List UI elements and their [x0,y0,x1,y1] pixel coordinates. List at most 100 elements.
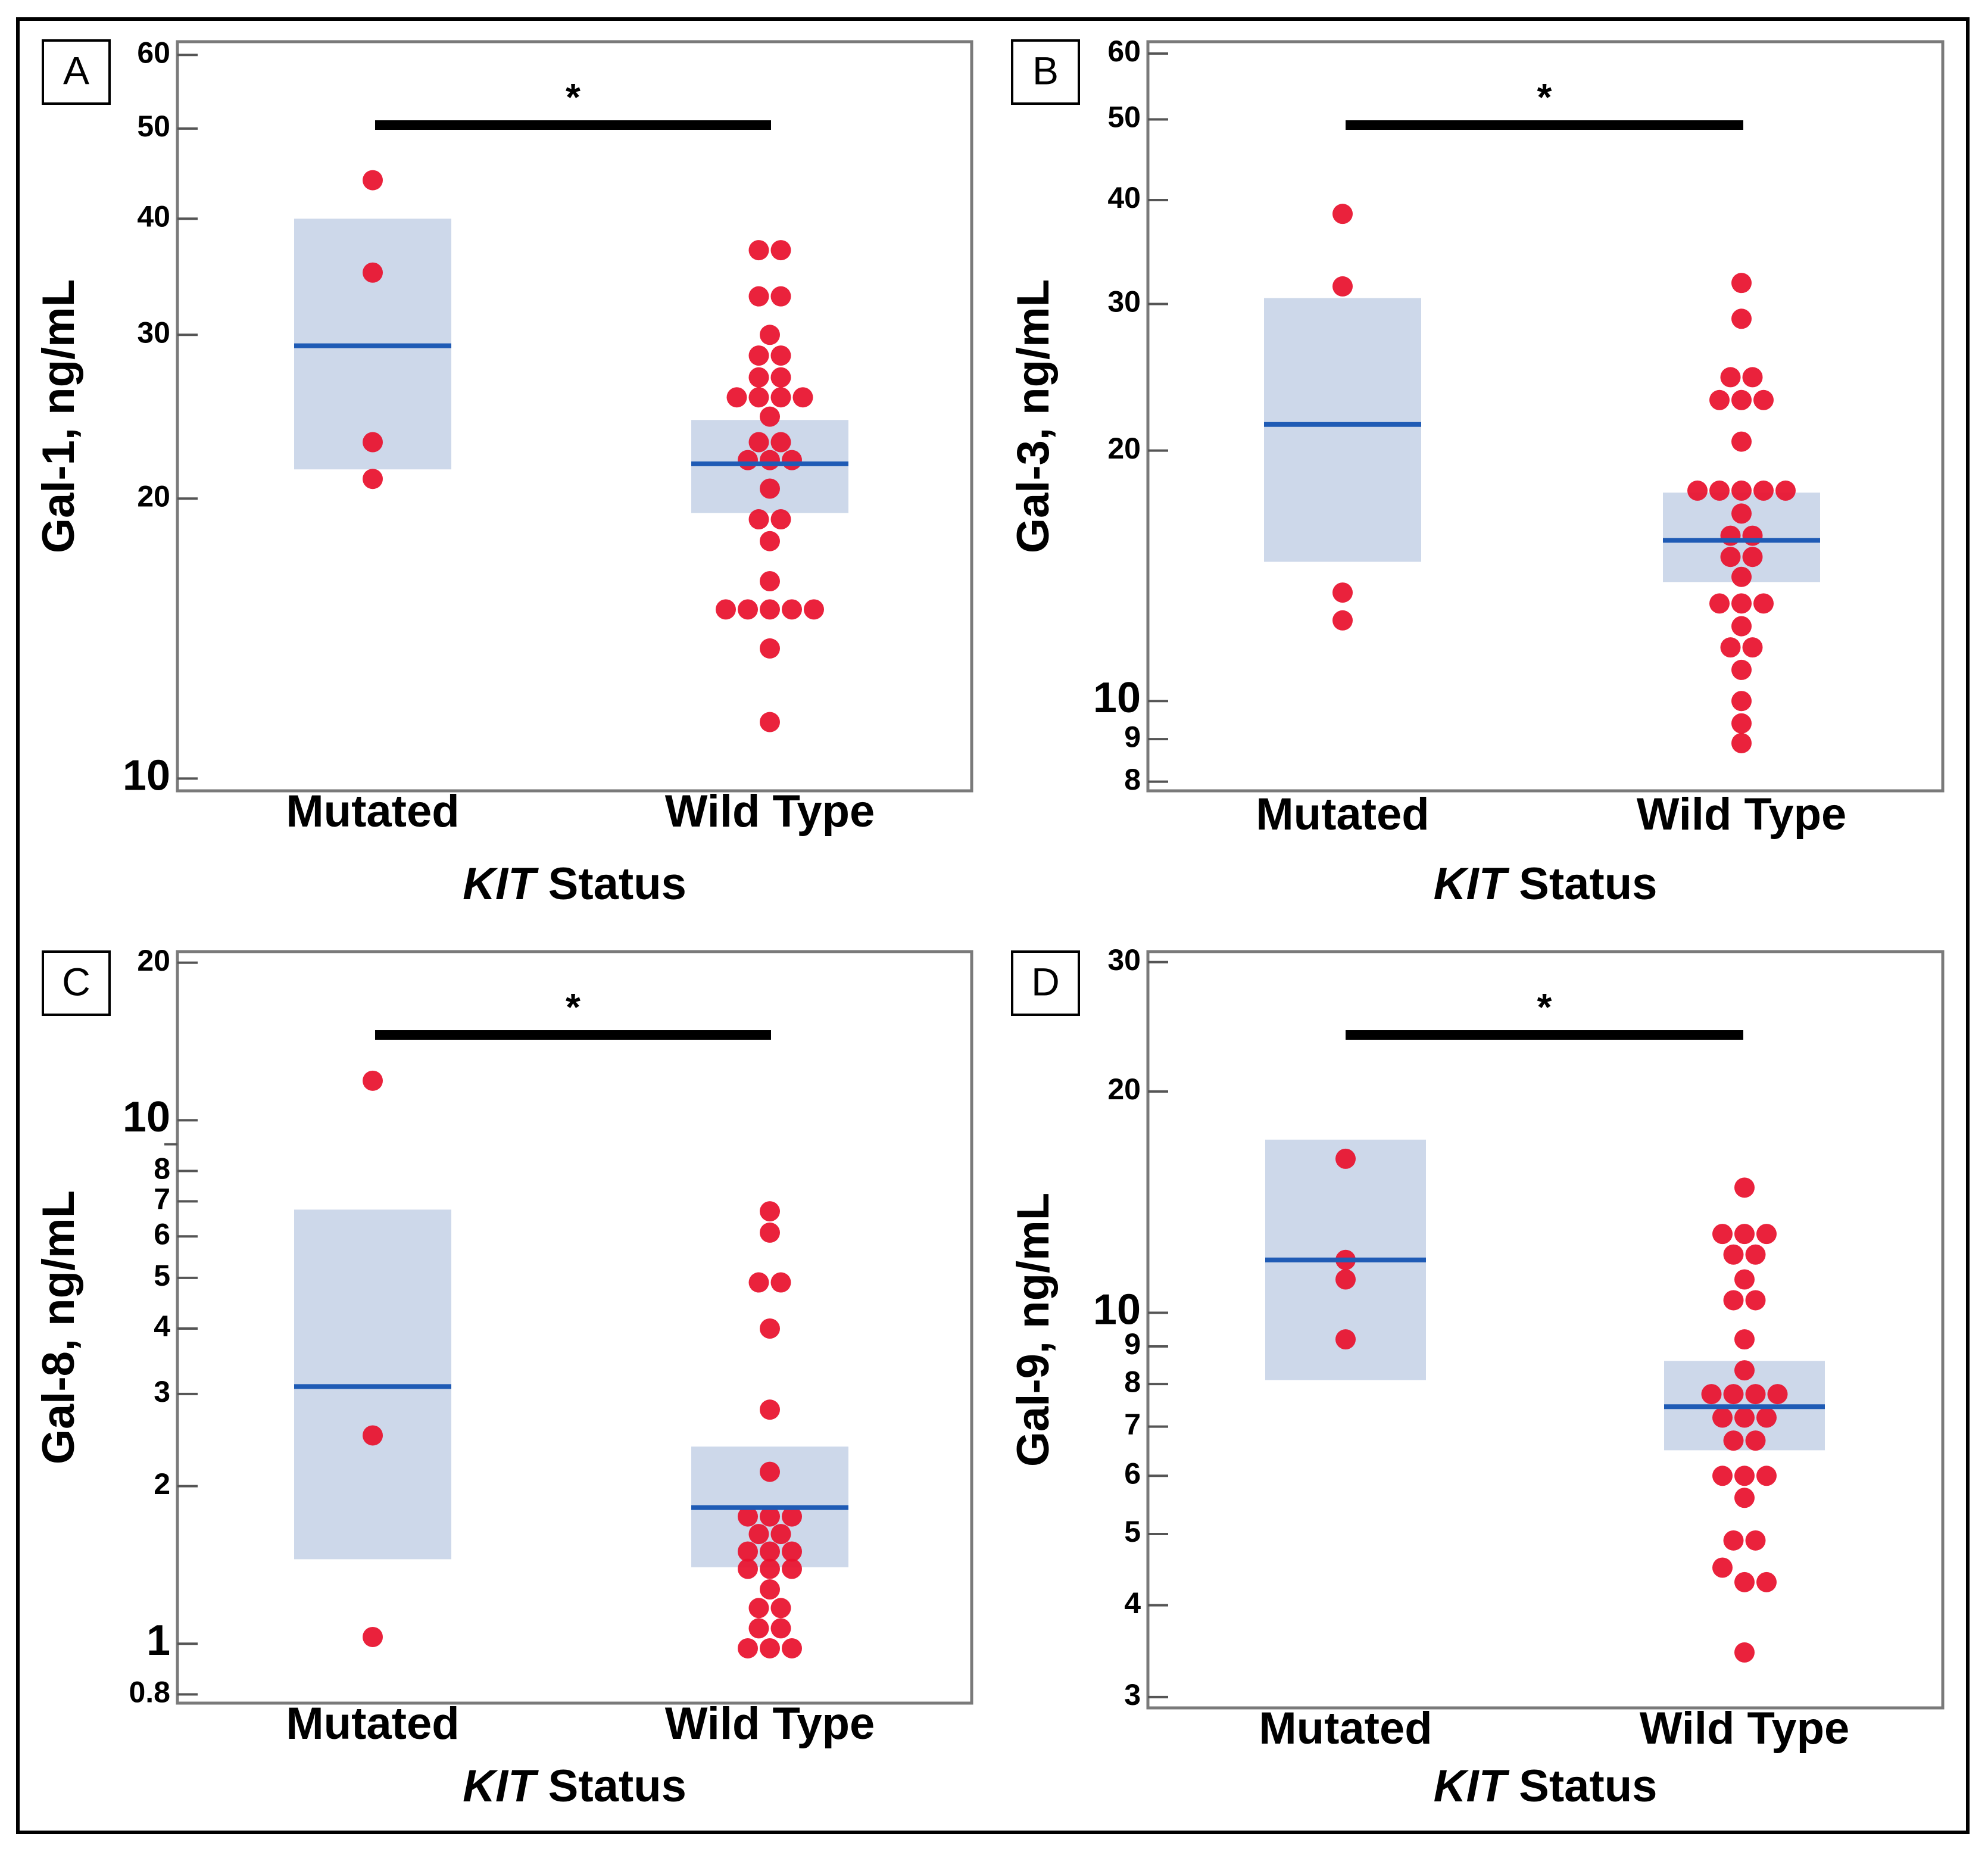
data-point-mutated [1332,276,1353,297]
chart-panel-c: 0.8 1 2 3 4 5 678 10 20 * C Mutated Wild Type KIT Sta… [33,944,973,1812]
data-point-wild-type [770,240,791,261]
significance-star: * [1537,76,1552,119]
chart-panel-a: 10 20 30 40 50 60 * A Mutated Wild Type KIT Status… [33,36,973,909]
data-point-mutated [363,262,383,283]
data-point-wild-type [782,1541,802,1562]
data-point-wild-type [770,1524,791,1545]
data-point-wild-type [792,387,813,408]
data-point-wild-type [1712,1224,1733,1245]
data-point-wild-type [1745,1384,1766,1405]
y-tick-label: 20 [1107,432,1141,465]
data-point-wild-type [738,1541,758,1562]
data-point-wild-type [1756,1466,1777,1486]
panel-letter: C [62,959,90,1003]
data-point-wild-type [760,478,780,499]
panel-letter: D [1031,959,1060,1003]
significance-star: * [566,986,581,1028]
x-category-label: Wild Type [1640,1703,1850,1754]
y-tick-label: 60 [1107,35,1141,68]
data-point-wild-type [760,325,780,345]
x-category-label: Mutated [1256,789,1429,840]
data-point-wild-type [760,450,780,470]
data-point-wild-type [1723,1530,1744,1551]
data-point-wild-type [1742,367,1763,388]
data-point-wild-type [738,1558,758,1579]
data-point-mutated [1335,1269,1356,1290]
data-point-wild-type [1731,480,1752,501]
data-point-mutated [1335,1148,1356,1169]
data-point-wild-type [1709,389,1730,410]
data-point-wild-type [1701,1384,1722,1405]
x-axis-label-rest: Status [1506,1761,1657,1812]
x-axis-label-rest: Status [536,1761,686,1812]
x-axis-label: KIT Status [1434,859,1658,909]
data-point-wild-type [1745,1530,1766,1551]
y-tick-label: 10 [1093,1286,1141,1333]
data-point-wild-type [1734,1269,1755,1290]
data-point-wild-type [770,432,791,453]
significance-star: * [1537,986,1552,1028]
y-tick-label: 4 [1124,1586,1141,1620]
y-tick-label: 50 [137,110,170,143]
y-tick-label: 60 [137,36,170,69]
data-point-wild-type [1734,1642,1755,1663]
data-point-wild-type [760,1399,780,1420]
y-tick-label: 8 [1124,1365,1141,1398]
data-point-wild-type [1731,616,1752,637]
chart-panel-b: 8 910 20 30 40 50 60 * B Mutated Wild Type KIT Stat… [1008,35,1945,909]
data-point-wild-type [770,1598,791,1619]
data-point-wild-type [760,1638,780,1658]
data-point-wild-type [748,240,769,261]
y-tick-label: 50 [1107,101,1141,134]
data-point-wild-type [760,531,780,551]
data-point-wild-type [1734,1329,1755,1350]
data-point-mutated [1332,582,1353,603]
y-tick-label: 9 [1124,1327,1141,1361]
data-point-wild-type [748,1272,769,1293]
panel-letter-box [1011,950,1080,1016]
data-point-wild-type [1731,713,1752,734]
data-point-wild-type [760,712,780,732]
data-point-wild-type [1753,593,1774,614]
data-point-wild-type [1712,1466,1733,1486]
data-point-mutated [363,432,383,453]
data-point-wild-type [748,387,769,408]
data-point-wild-type [738,1506,758,1527]
data-point-wild-type [1709,480,1730,501]
data-point-wild-type [1687,480,1708,501]
data-point-wild-type [760,1541,780,1562]
x-axis-label: KIT Status [1434,1761,1658,1812]
x-axis-label: KIT Status [463,859,686,909]
data-point-wild-type [748,367,769,388]
data-point-wild-type [760,571,780,592]
x-axis-label: KIT Status [463,1761,686,1812]
data-point-wild-type [1731,732,1752,753]
data-point-wild-type [1731,691,1752,712]
data-point-wild-type [770,387,791,408]
data-point-wild-type [1756,1224,1777,1245]
data-point-wild-type [1745,1430,1766,1451]
data-point-wild-type [770,367,791,388]
data-point-wild-type [760,1461,780,1482]
data-point-wild-type [1745,1290,1766,1311]
y-axis-label: Gal-1, ng/mL [33,279,84,553]
y-tick-label: 30 [1107,943,1141,977]
data-point-mutated [1332,610,1353,631]
data-point-wild-type [1734,1466,1755,1486]
data-point-wild-type [782,1506,802,1527]
data-point-wild-type [1712,1557,1733,1578]
y-tick-label: 30 [137,316,170,350]
data-point-wild-type [1712,1407,1733,1428]
data-point-wild-type [1734,1177,1755,1198]
y-tick-label: 6 [1124,1457,1141,1490]
data-point-wild-type [738,450,758,470]
data-point-wild-type [1723,1384,1744,1405]
data-point-mutated [1335,1329,1356,1350]
data-point-wild-type [748,286,769,307]
data-point-wild-type [748,345,769,366]
x-axis-label-rest: Status [1506,859,1657,909]
y-tick-label: 40 [1107,181,1141,214]
data-point-wild-type [1731,593,1752,614]
data-point-wild-type [782,599,802,620]
data-point-wild-type [1734,1360,1755,1381]
